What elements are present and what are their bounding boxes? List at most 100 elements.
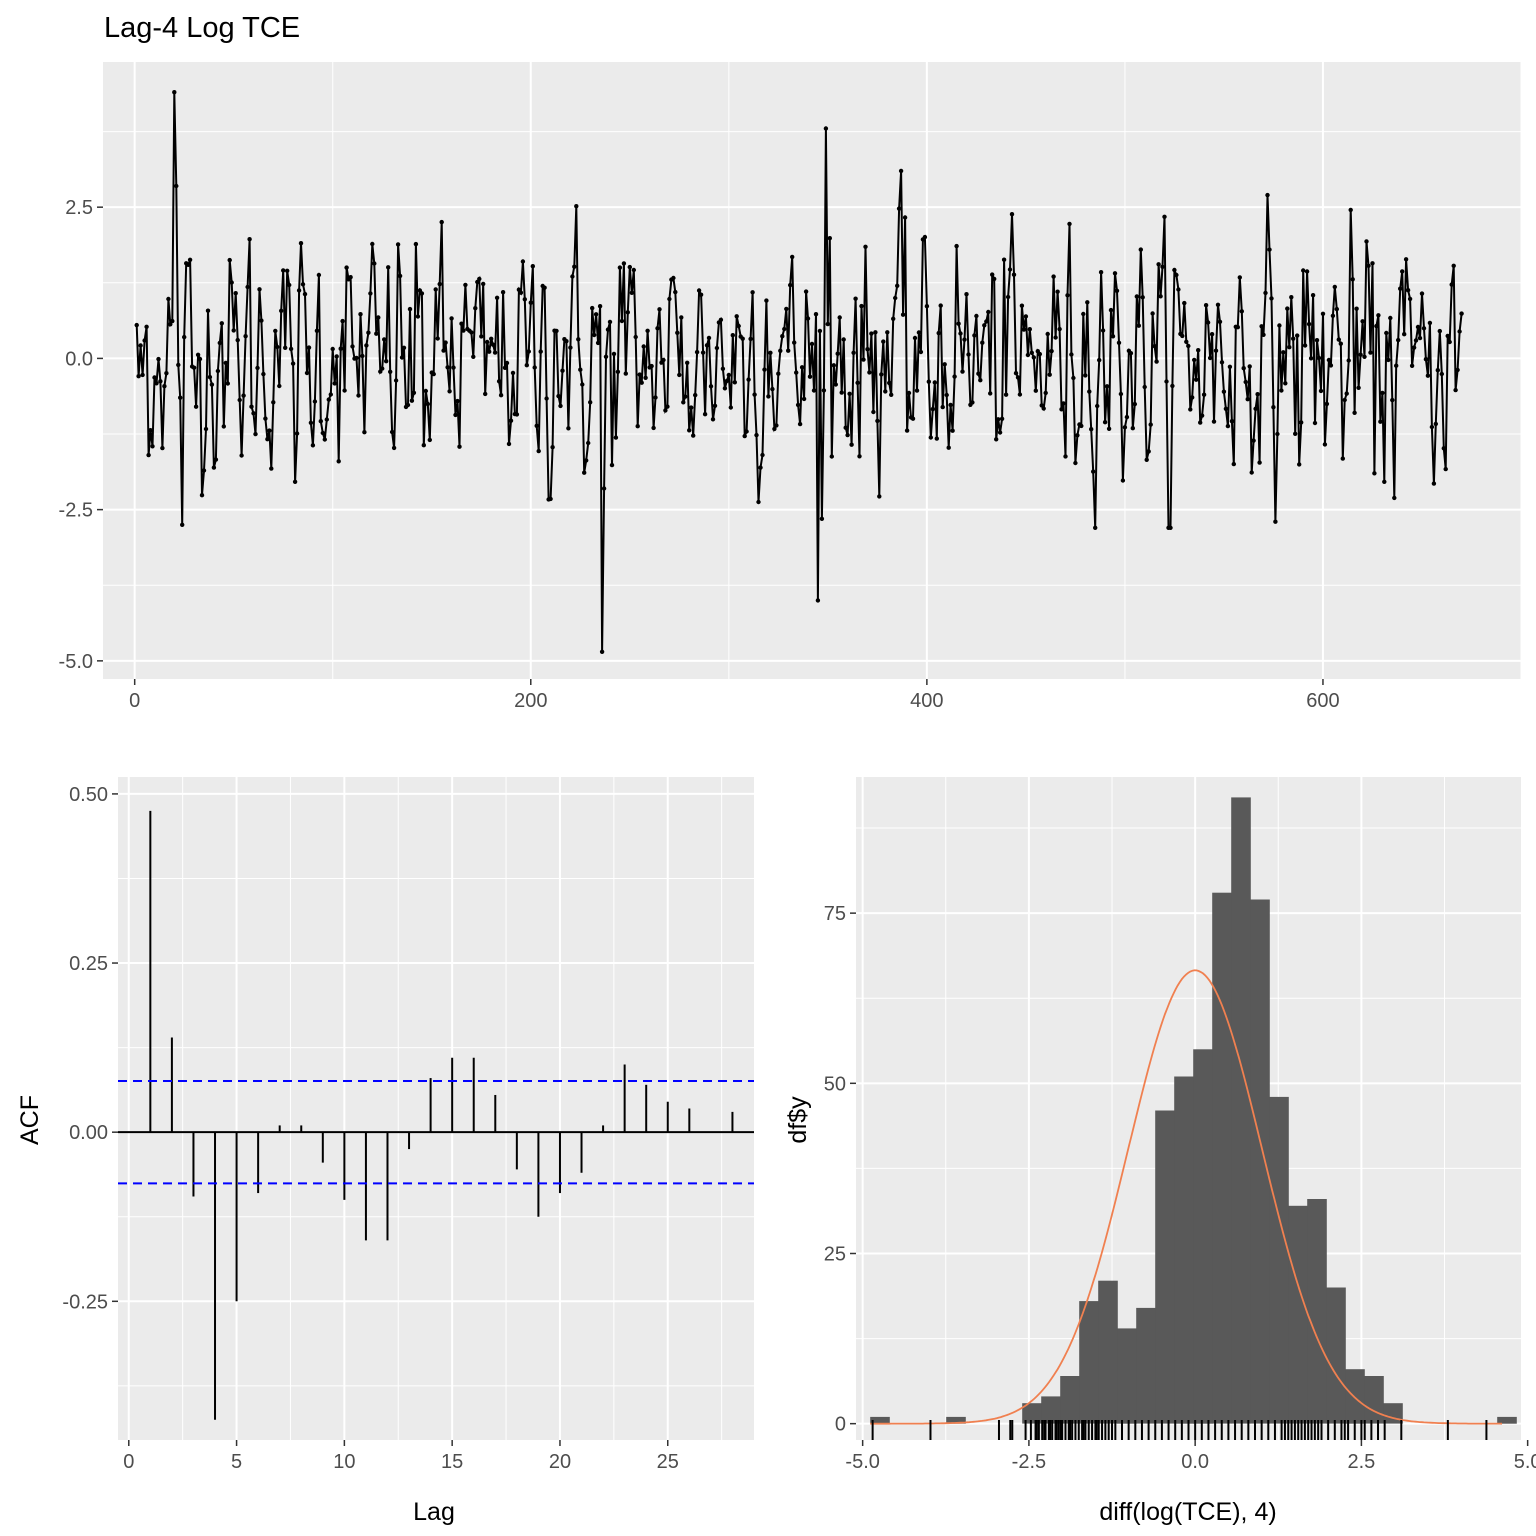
x-tick-label: 5 — [231, 1451, 242, 1473]
series-point — [833, 382, 838, 387]
series-point — [558, 403, 563, 409]
series-point — [443, 340, 448, 345]
series-point — [453, 412, 458, 418]
series-point — [160, 445, 165, 451]
series-point — [550, 445, 555, 450]
series-point — [1047, 372, 1052, 377]
series-point — [294, 431, 300, 436]
series-point — [774, 423, 779, 428]
series-point — [956, 321, 961, 326]
series-point — [281, 268, 286, 273]
series-point — [1071, 375, 1076, 381]
series-point — [1118, 391, 1124, 397]
x-tick-label: 10 — [333, 1451, 355, 1473]
y-tick-label: 25 — [824, 1243, 846, 1265]
series-point — [273, 328, 278, 334]
series-point — [847, 391, 852, 396]
series-point — [1059, 407, 1064, 412]
series-point — [354, 355, 359, 361]
series-point — [744, 429, 749, 434]
series-point — [683, 394, 688, 399]
series-point — [425, 401, 430, 407]
series-point — [1089, 427, 1094, 432]
series-point — [958, 331, 963, 336]
histogram-bar — [1307, 1199, 1327, 1424]
series-point — [1378, 419, 1383, 424]
series-point — [504, 360, 510, 366]
series-point — [576, 337, 581, 342]
series-point — [1001, 257, 1007, 262]
series-point — [702, 412, 708, 417]
series-point — [1374, 323, 1379, 329]
series-point — [1338, 341, 1344, 346]
series-point — [1188, 407, 1193, 412]
series-point — [1245, 397, 1250, 402]
series-point — [1287, 345, 1292, 350]
series-point — [548, 496, 553, 502]
series-point — [623, 371, 628, 376]
series-point — [485, 339, 490, 345]
series-point — [356, 393, 361, 398]
histogram-bar — [1364, 1376, 1384, 1424]
series-point — [366, 330, 371, 335]
series-point — [1194, 377, 1199, 382]
series-point — [936, 330, 941, 336]
series-point — [728, 405, 733, 410]
series-point — [1243, 379, 1248, 385]
series-point — [1390, 397, 1395, 403]
series-point — [641, 344, 646, 349]
series-point — [285, 268, 290, 273]
series-point — [811, 388, 817, 393]
x-tick-label: 2.5 — [1347, 1451, 1375, 1473]
series-point — [397, 273, 403, 279]
series-point — [841, 337, 846, 342]
series-point — [1110, 334, 1116, 339]
series-point — [451, 365, 456, 370]
series-point — [1229, 419, 1235, 424]
series-point — [302, 291, 308, 297]
series-point — [784, 306, 789, 312]
series-point — [180, 522, 185, 527]
series-point — [691, 433, 696, 438]
rug-marks — [871, 1420, 1488, 1440]
series-point — [479, 334, 484, 339]
series-point — [694, 349, 700, 355]
series-point — [492, 350, 498, 355]
series-point — [655, 326, 660, 331]
histogram-bar — [1383, 1403, 1403, 1424]
series-point — [700, 350, 706, 355]
series-point — [1380, 390, 1385, 396]
series-point — [942, 362, 947, 367]
series-point — [469, 330, 474, 335]
series-point — [766, 394, 771, 399]
series-point — [780, 334, 785, 339]
series-point — [750, 290, 755, 295]
series-point — [447, 389, 452, 394]
series-point — [312, 399, 318, 404]
series-point — [855, 380, 860, 385]
series-point — [217, 340, 222, 346]
series-point — [257, 287, 262, 292]
series-point — [1154, 359, 1159, 364]
series-point — [211, 465, 217, 470]
series-point — [1419, 291, 1425, 296]
series-point — [205, 308, 211, 313]
series-point — [530, 264, 535, 269]
series-point — [1176, 287, 1181, 292]
series-point — [433, 287, 438, 292]
series-point — [136, 374, 141, 379]
y-tick-label: 0.0 — [65, 348, 93, 370]
series-point — [277, 383, 282, 389]
series-point — [966, 352, 971, 357]
series-point — [928, 435, 933, 440]
series-point — [1021, 327, 1027, 332]
series-point — [1142, 384, 1147, 390]
x-tick-label: 5.0 — [1514, 1451, 1536, 1473]
acf-panel: -0.25 0.00 0.25 0.50 0 5 10 15 20 25 Lag ACF — [16, 777, 754, 1526]
series-point — [340, 318, 345, 324]
series-point — [1437, 328, 1443, 334]
y-tick-label: -0.25 — [62, 1291, 108, 1313]
series-point — [1160, 264, 1165, 269]
series-point — [1114, 288, 1120, 293]
series-point — [231, 328, 236, 333]
